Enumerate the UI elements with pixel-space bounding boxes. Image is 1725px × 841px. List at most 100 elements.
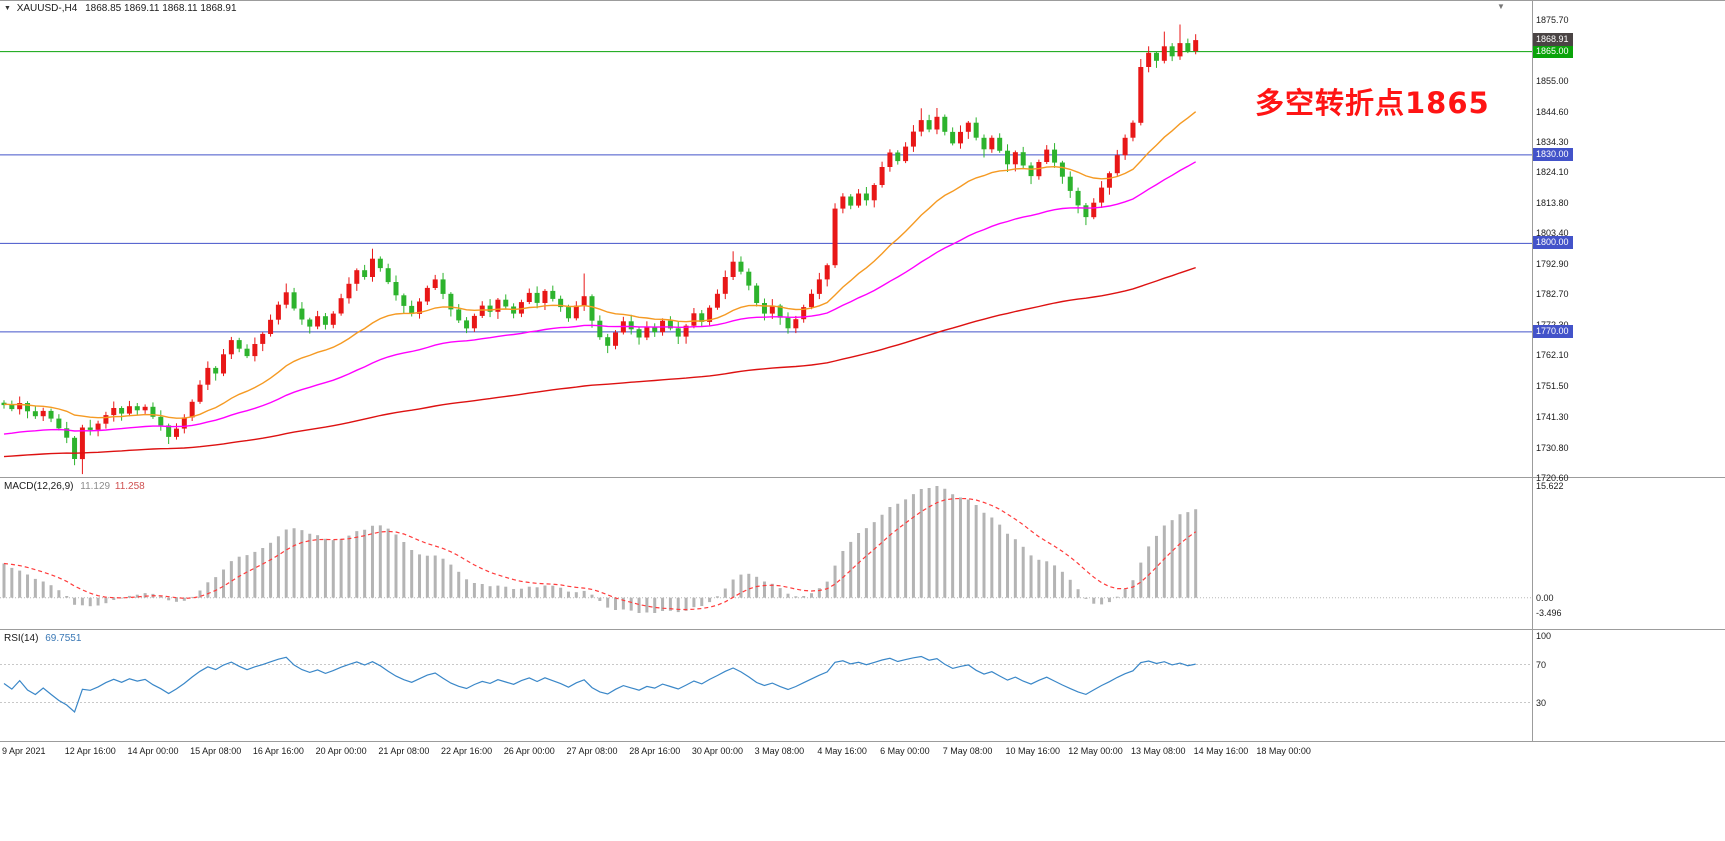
candle-body <box>1099 187 1105 203</box>
price-tick-label: 1824.10 <box>1536 167 1569 178</box>
candle-body <box>605 337 611 346</box>
candle-body <box>683 325 689 337</box>
collapse-arrow-icon[interactable]: ▼ <box>4 5 11 12</box>
price-level-badge: 1865.00 <box>1533 44 1573 58</box>
candle-body <box>189 401 195 418</box>
candle-body <box>973 122 979 138</box>
candle-body <box>809 293 815 308</box>
time-tick-label: 10 May 16:00 <box>1005 746 1061 756</box>
time-tick-label: 22 Apr 16:00 <box>441 746 493 756</box>
candle-body <box>1020 152 1026 166</box>
time-tick-label: 21 Apr 08:00 <box>378 746 430 756</box>
candle-body <box>691 313 697 326</box>
candle-body <box>910 131 916 147</box>
candle-body <box>25 403 31 412</box>
shift-marker-icon[interactable]: ▼ <box>1497 2 1505 11</box>
price-tick-label: 1792.90 <box>1536 259 1569 270</box>
time-tick-label: 14 May 16:00 <box>1193 746 1249 756</box>
candle-body <box>440 279 446 294</box>
candle-body <box>1059 162 1065 177</box>
candle-body <box>315 316 321 327</box>
rsi-header: RSI(14) 69.7551 <box>4 633 81 644</box>
candle-body <box>362 270 368 277</box>
ma-line-24 <box>3 111 1197 419</box>
candle-body <box>48 410 54 419</box>
candle-body <box>268 319 274 334</box>
candle-body <box>1005 150 1011 165</box>
candle-body <box>1122 137 1128 156</box>
time-axis[interactable]: 9 Apr 2021 12 Apr 16:00 14 Apr 00:00 15 Apr… <box>0 742 1725 762</box>
candle-body <box>244 348 250 357</box>
candle-body <box>997 137 1003 151</box>
candle-body <box>119 408 125 414</box>
panel-separator[interactable] <box>0 629 1725 630</box>
candle-body <box>111 408 117 416</box>
price-tick-label: 1875.70 <box>1536 15 1569 26</box>
annotation-text[interactable]: 多空转折点1865 <box>1255 86 1490 120</box>
candle-body <box>503 299 509 307</box>
candle-body <box>275 304 281 320</box>
ma-line-170 <box>3 266 1196 458</box>
candle-body <box>581 296 587 306</box>
candle-body <box>707 307 713 322</box>
price-axis-border <box>1532 0 1533 741</box>
candle-body <box>338 298 344 314</box>
candle-body <box>628 321 634 330</box>
macd-main-value: 11.129 <box>80 481 111 492</box>
last-price-badge: 1868.91 <box>1533 33 1573 47</box>
candle-body <box>1138 67 1144 123</box>
candle-body <box>181 417 187 429</box>
price-level-badge: 1770.00 <box>1533 324 1573 338</box>
candle-body <box>636 329 642 338</box>
time-tick-label: 9 Apr 2021 <box>2 746 46 756</box>
candle-body <box>589 296 595 321</box>
candle-body <box>895 152 901 162</box>
candle-body <box>487 305 493 312</box>
candle-body <box>1161 46 1167 61</box>
candle-body <box>17 403 23 410</box>
candle-body <box>871 185 877 201</box>
candle-body <box>1067 176 1073 191</box>
main-chart-canvas[interactable] <box>0 0 1532 477</box>
candle-body <box>565 307 571 319</box>
candle-body <box>856 193 862 206</box>
rsi-line <box>3 655 1196 713</box>
macd-signal-value: 11.258 <box>114 481 145 492</box>
candle-body <box>464 320 470 329</box>
rsi-tick-label: 70 <box>1536 659 1547 670</box>
candle-body <box>887 152 893 167</box>
candle-body <box>456 309 462 321</box>
candle-body <box>613 332 619 346</box>
candle-body <box>228 340 234 355</box>
candle-body <box>1153 52 1159 61</box>
candle-body <box>64 428 70 438</box>
macd-panel-canvas[interactable] <box>0 478 1532 629</box>
time-tick-label: 3 May 08:00 <box>754 746 805 756</box>
candle-body <box>417 301 423 314</box>
candle-body <box>236 340 242 349</box>
candle-body <box>393 282 399 296</box>
candle-body <box>1028 165 1034 177</box>
candle-body <box>746 271 752 286</box>
price-tick-label: 1782.70 <box>1536 289 1569 300</box>
candle-body <box>401 295 407 306</box>
panel-separator[interactable] <box>0 477 1725 478</box>
price-level-badge: 1830.00 <box>1533 147 1573 161</box>
candle-body <box>1177 43 1183 57</box>
window-top-border <box>0 0 1725 1</box>
price-axis[interactable]: 1875.70 1855.00 1844.60 1834.30 1824.10 1813.… <box>1533 0 1725 741</box>
candle-body <box>1169 46 1175 57</box>
candle-body <box>652 326 658 333</box>
time-tick-label: 16 Apr 16:00 <box>252 746 304 756</box>
candle-body <box>103 415 109 424</box>
candle-body <box>918 120 924 132</box>
candle-body <box>816 279 822 294</box>
time-tick-label: 7 May 08:00 <box>942 746 993 756</box>
ma-line-55 <box>3 161 1197 435</box>
candle-body <box>848 196 854 206</box>
candle-body <box>150 406 156 417</box>
candle-body <box>448 293 454 310</box>
rsi-panel-canvas[interactable] <box>0 630 1532 741</box>
candle-body <box>714 293 720 308</box>
candle-body <box>667 320 673 329</box>
